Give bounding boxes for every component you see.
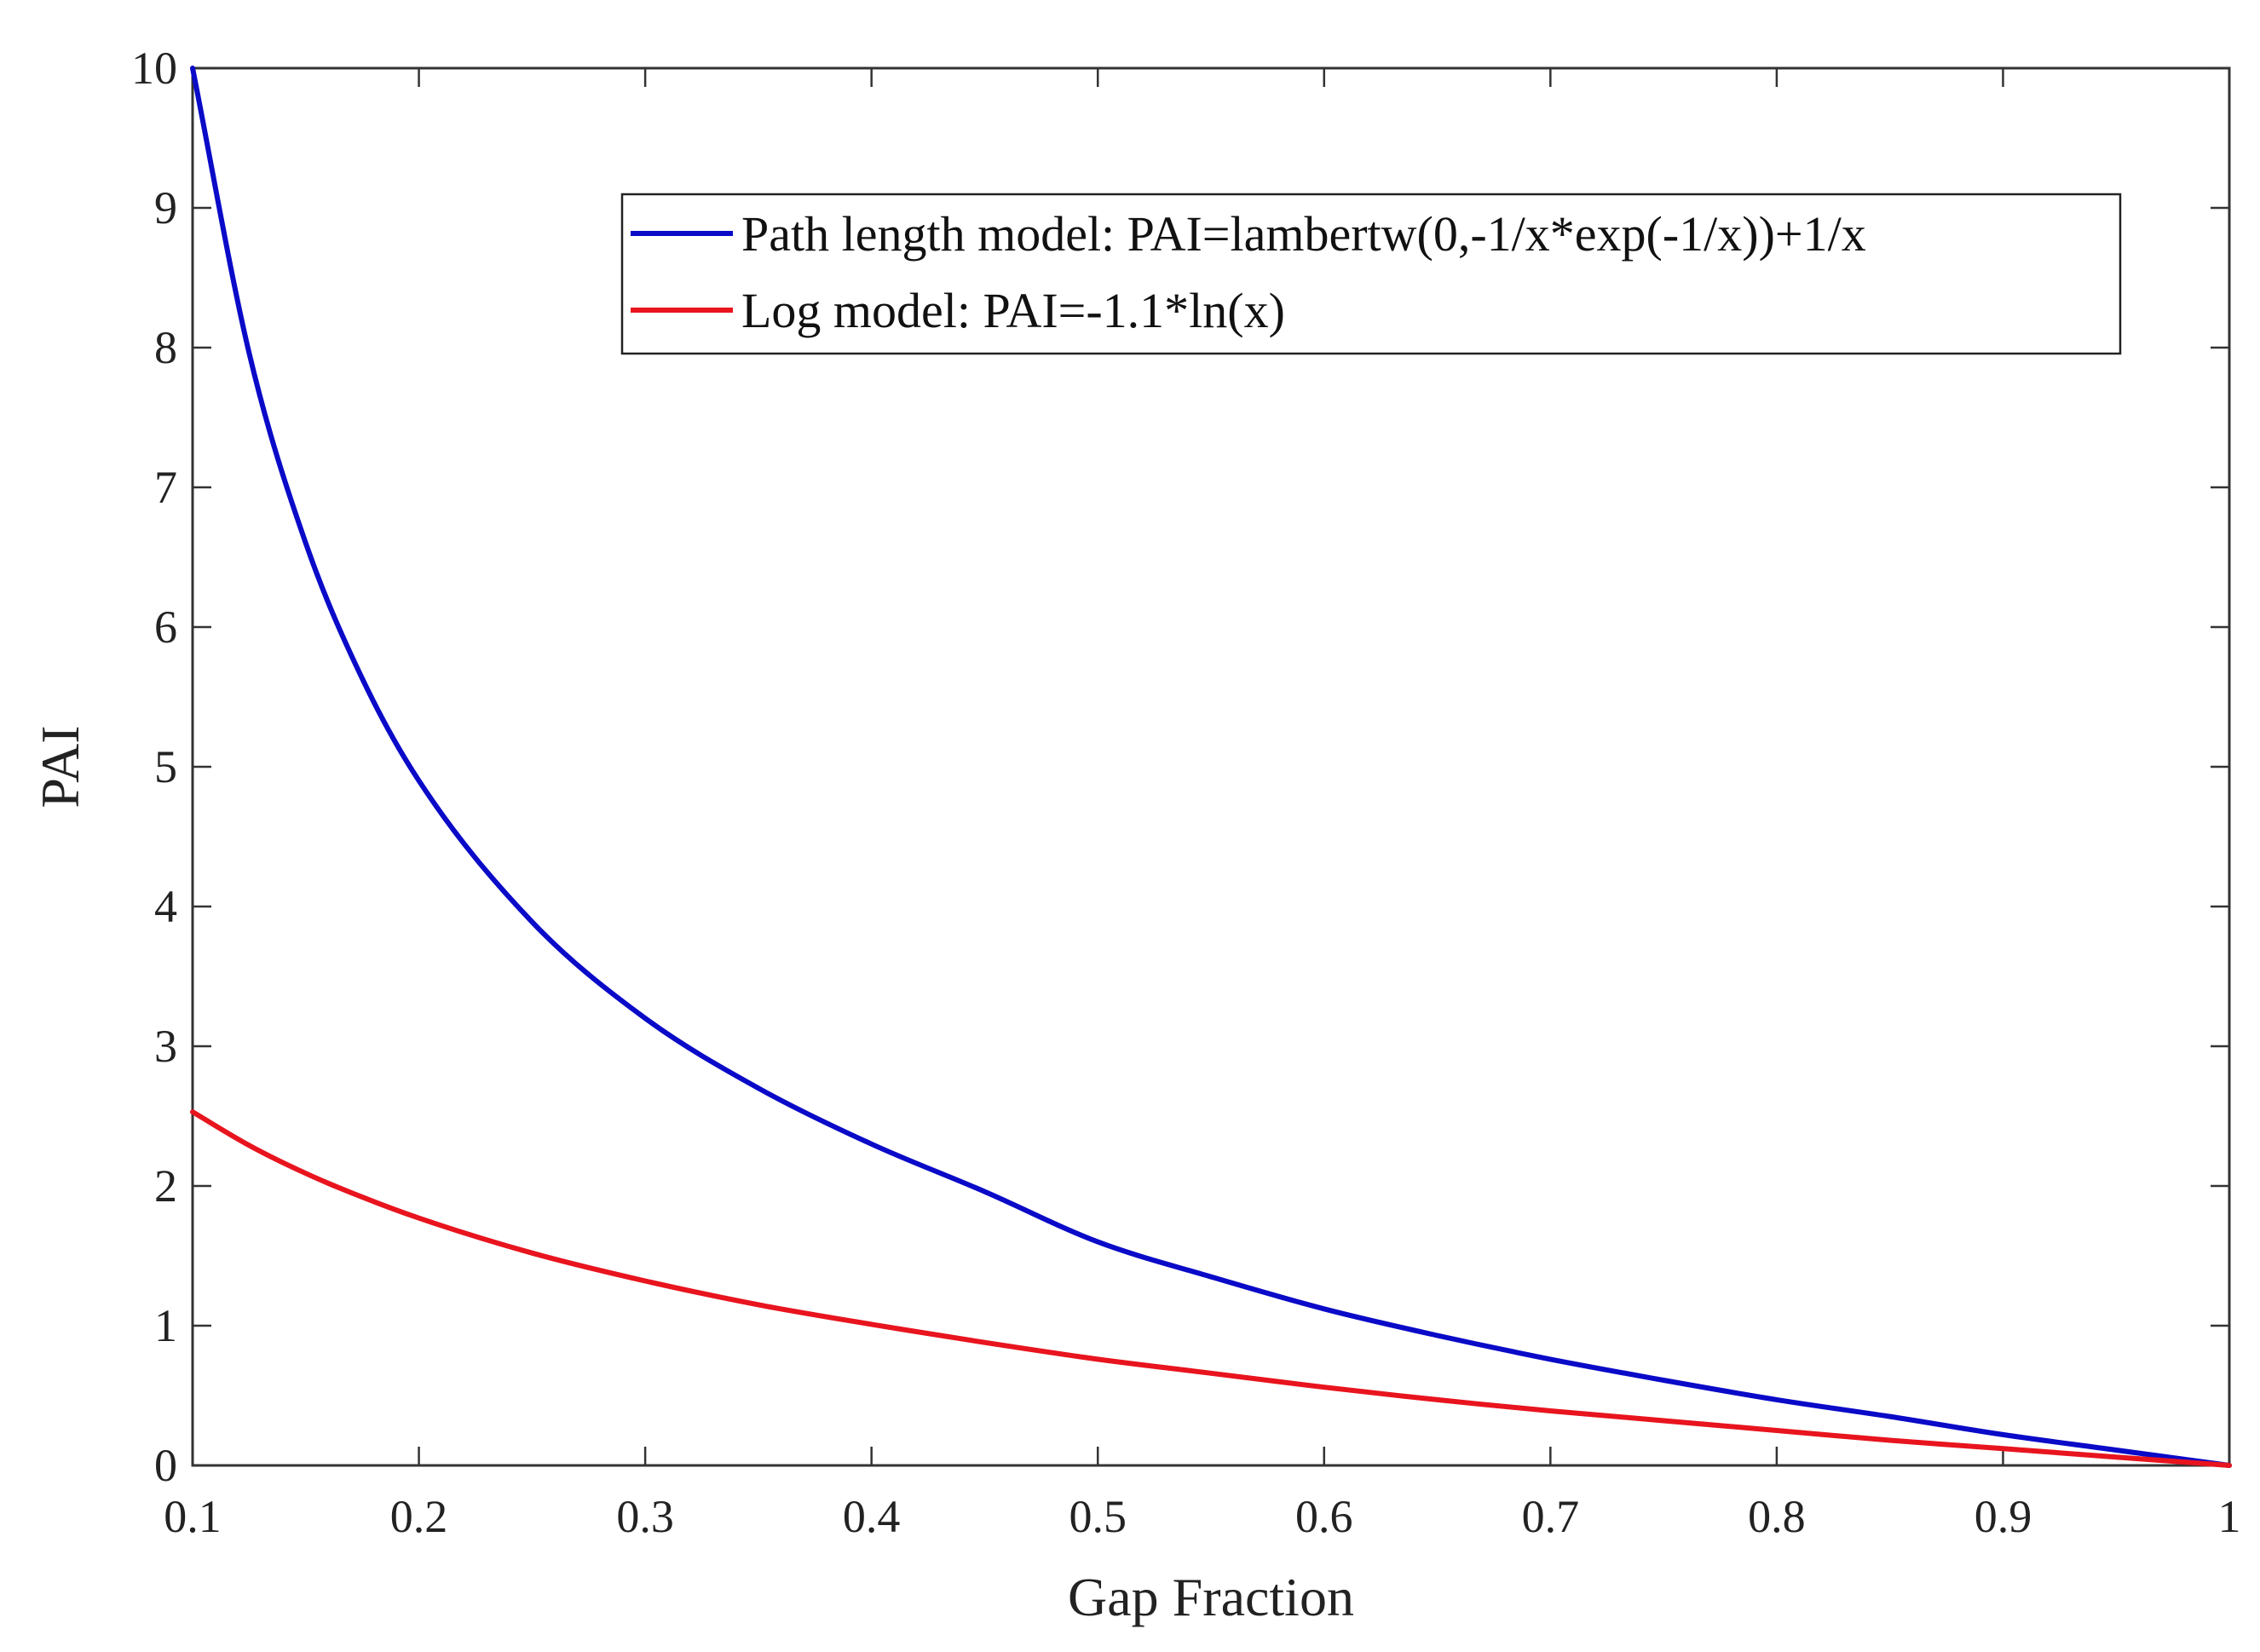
y-tick-label: 4 [154,881,177,932]
series-line-path-length-model [190,66,2232,1468]
x-axis-label: Gap Fraction [1068,1567,1354,1627]
legend: Path length model: PAI=lambertw(0,-1/x*e… [620,193,2122,355]
x-tick-label: 0.2 [390,1491,448,1542]
y-tick-label: 1 [154,1300,177,1351]
y-axis-ticks: 0 1 2 3 4 5 6 7 8 9 10 [131,43,2229,1491]
x-tick-label: 0.6 [1295,1491,1353,1542]
legend-box [620,193,2122,355]
y-tick-label: 3 [154,1021,177,1072]
y-tick-label: 7 [154,462,177,513]
y-tick-label: 0 [154,1440,177,1491]
series-line-log-model [190,1109,2232,1468]
x-tick-label: 0.3 [616,1491,674,1542]
legend-entry-path-length: Path length model: PAI=lambertw(0,-1/x*e… [741,206,1866,262]
x-tick-label: 0.8 [1748,1491,1806,1542]
x-tick-label: 0.1 [164,1491,222,1542]
legend-entry-log: Log model: PAI=-1.1*ln(x) [741,283,1285,338]
y-tick-label: 6 [154,602,177,653]
y-tick-label: 8 [154,322,177,373]
y-tick-label: 10 [131,43,177,94]
x-tick-label: 0.9 [1975,1491,2032,1542]
x-tick-label: 0.4 [843,1491,901,1542]
x-axis-ticks: 0.1 0.2 0.3 0.4 0.5 0.6 0.7 0.8 0.9 1 [164,68,2241,1542]
x-tick-label: 1 [2218,1491,2241,1542]
y-axis-label: PAI [30,725,90,808]
y-tick-label: 2 [154,1160,177,1212]
y-tick-label: 9 [154,182,177,233]
y-tick-label: 5 [154,741,177,792]
x-tick-label: 0.5 [1069,1491,1127,1542]
series-lines [190,66,2232,1468]
x-tick-label: 0.7 [1522,1491,1580,1542]
